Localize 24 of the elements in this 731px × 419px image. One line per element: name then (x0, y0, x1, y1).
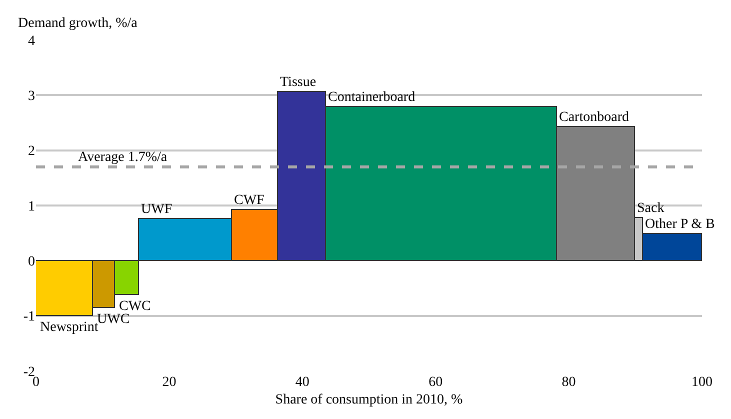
x-tick-label: 60 (428, 375, 443, 390)
y-tick-label: 0 (28, 254, 35, 270)
annotation: UWC (97, 312, 130, 327)
annotation: Sack (637, 201, 664, 216)
annotation: Containerboard (328, 90, 416, 105)
y-axis-title: Demand growth, %/a (18, 16, 138, 31)
y-tick-label: 2 (28, 144, 35, 160)
x-axis-title: Share of consumption in 2010, % (275, 392, 464, 408)
annotation: Other P & B (645, 217, 715, 232)
ref-line-label: Average 1.7%/a (78, 150, 168, 165)
y-tick-label: 4 (28, 34, 35, 49)
x-tick-label: 100 (692, 375, 712, 390)
annotation: CWC (119, 299, 151, 314)
y-tick-label: -1 (23, 310, 35, 325)
y-tick-label: 3 (28, 89, 35, 104)
x-tick-label: 80 (562, 375, 576, 390)
annotation: CWF (234, 193, 265, 208)
annotation: Tissue (280, 75, 316, 90)
x-tick-label: 20 (162, 375, 176, 390)
annotation: Newsprint (40, 320, 98, 335)
x-tick-label: 40 (295, 375, 310, 390)
annotation: Cartonboard (559, 110, 629, 125)
y-tick-label: 1 (28, 199, 35, 214)
annotation: UWF (141, 202, 172, 217)
